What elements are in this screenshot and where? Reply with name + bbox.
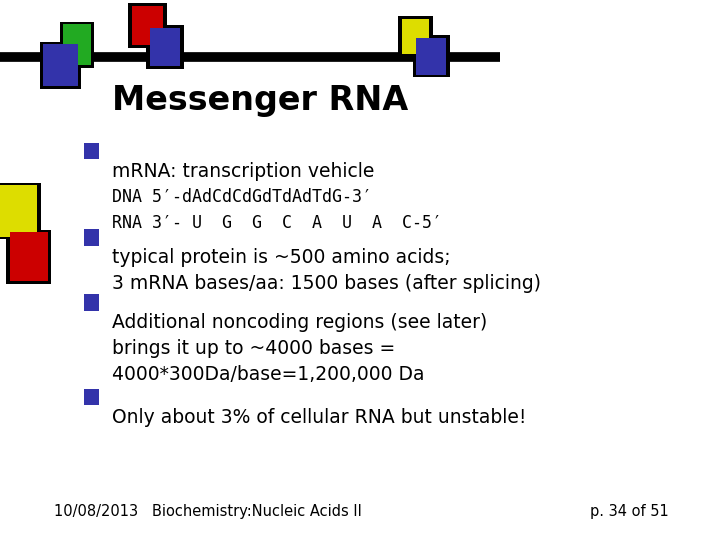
Bar: [150, 28, 180, 66]
Bar: [6, 230, 51, 284]
Text: 3 mRNA bases/aa: 1500 bases (after splicing): 3 mRNA bases/aa: 1500 bases (after splic…: [112, 274, 541, 293]
Bar: [413, 35, 450, 77]
Bar: [0, 183, 41, 239]
Text: brings it up to ~4000 bases =: brings it up to ~4000 bases =: [112, 339, 395, 358]
Bar: [84, 389, 99, 405]
Bar: [40, 42, 81, 89]
Text: p. 34 of 51: p. 34 of 51: [590, 504, 669, 519]
Bar: [398, 16, 433, 57]
Text: 10/08/2013   Biochemistry:Nucleic Acids II: 10/08/2013 Biochemistry:Nucleic Acids II: [54, 504, 362, 519]
Bar: [10, 232, 48, 281]
Bar: [128, 3, 167, 48]
Bar: [146, 25, 184, 69]
Bar: [43, 44, 78, 86]
Text: Messenger RNA: Messenger RNA: [112, 84, 408, 117]
Bar: [63, 24, 91, 65]
Bar: [132, 6, 163, 45]
Text: mRNA: transcription vehicle: mRNA: transcription vehicle: [112, 162, 374, 181]
Bar: [84, 294, 99, 310]
Text: typical protein is ~500 amino acids;: typical protein is ~500 amino acids;: [112, 248, 450, 267]
Text: DNA 5′-dAdCdCdGdTdAdTdG-3′: DNA 5′-dAdCdCdGdTdAdTdG-3′: [112, 188, 372, 206]
Bar: [84, 230, 99, 246]
Bar: [402, 19, 429, 54]
Text: Additional noncoding regions (see later): Additional noncoding regions (see later): [112, 313, 487, 332]
Bar: [60, 22, 94, 68]
Bar: [84, 143, 99, 159]
Text: RNA 3′- U  G  G  C  A  U  A  C-5′: RNA 3′- U G G C A U A C-5′: [112, 214, 441, 232]
Bar: [416, 38, 446, 75]
Text: 4000*300Da/base=1,200,000 Da: 4000*300Da/base=1,200,000 Da: [112, 365, 424, 384]
Bar: [0, 185, 37, 237]
Text: Only about 3% of cellular RNA but unstable!: Only about 3% of cellular RNA but unstab…: [112, 408, 526, 427]
